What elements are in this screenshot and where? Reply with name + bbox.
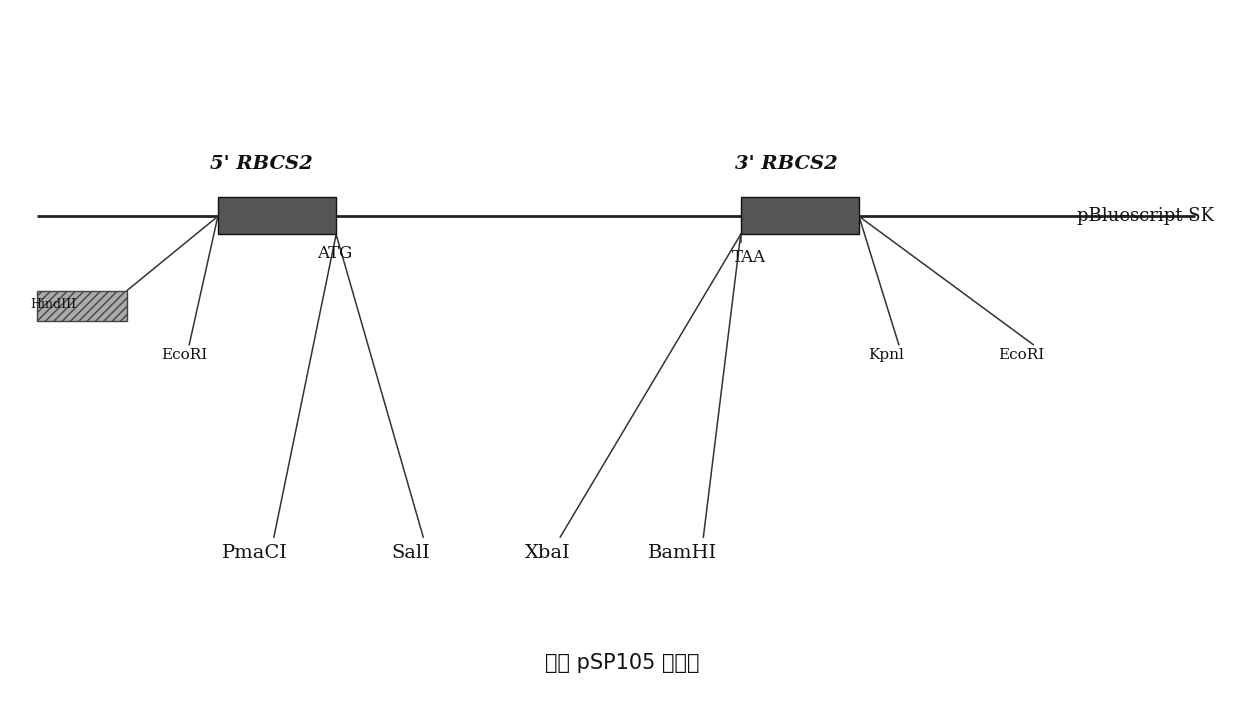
Bar [38, 291, 128, 321]
Text: HindIII: HindIII [30, 298, 76, 311]
Bar [218, 197, 337, 234]
Text: Kpnl: Kpnl [868, 348, 904, 361]
Text: BamHI: BamHI [648, 544, 717, 562]
Text: ATG: ATG [318, 245, 353, 262]
Text: 5' RBCS2: 5' RBCS2 [210, 155, 313, 173]
Text: EcoRI: EcoRI [998, 348, 1043, 361]
Bar [741, 197, 859, 234]
Text: EcoRI: EcoRI [161, 348, 208, 361]
Text: pBluescript SK: pBluescript SK [1077, 208, 1213, 225]
Text: TAA: TAA [732, 249, 766, 266]
Text: PmaCI: PmaCI [223, 544, 288, 562]
Text: XbaI: XbaI [525, 544, 570, 562]
Text: 3' RBCS2: 3' RBCS2 [736, 155, 838, 173]
Text: SalI: SalI [392, 544, 430, 562]
Text: 载体 pSP105 结构图: 载体 pSP105 结构图 [545, 653, 699, 673]
